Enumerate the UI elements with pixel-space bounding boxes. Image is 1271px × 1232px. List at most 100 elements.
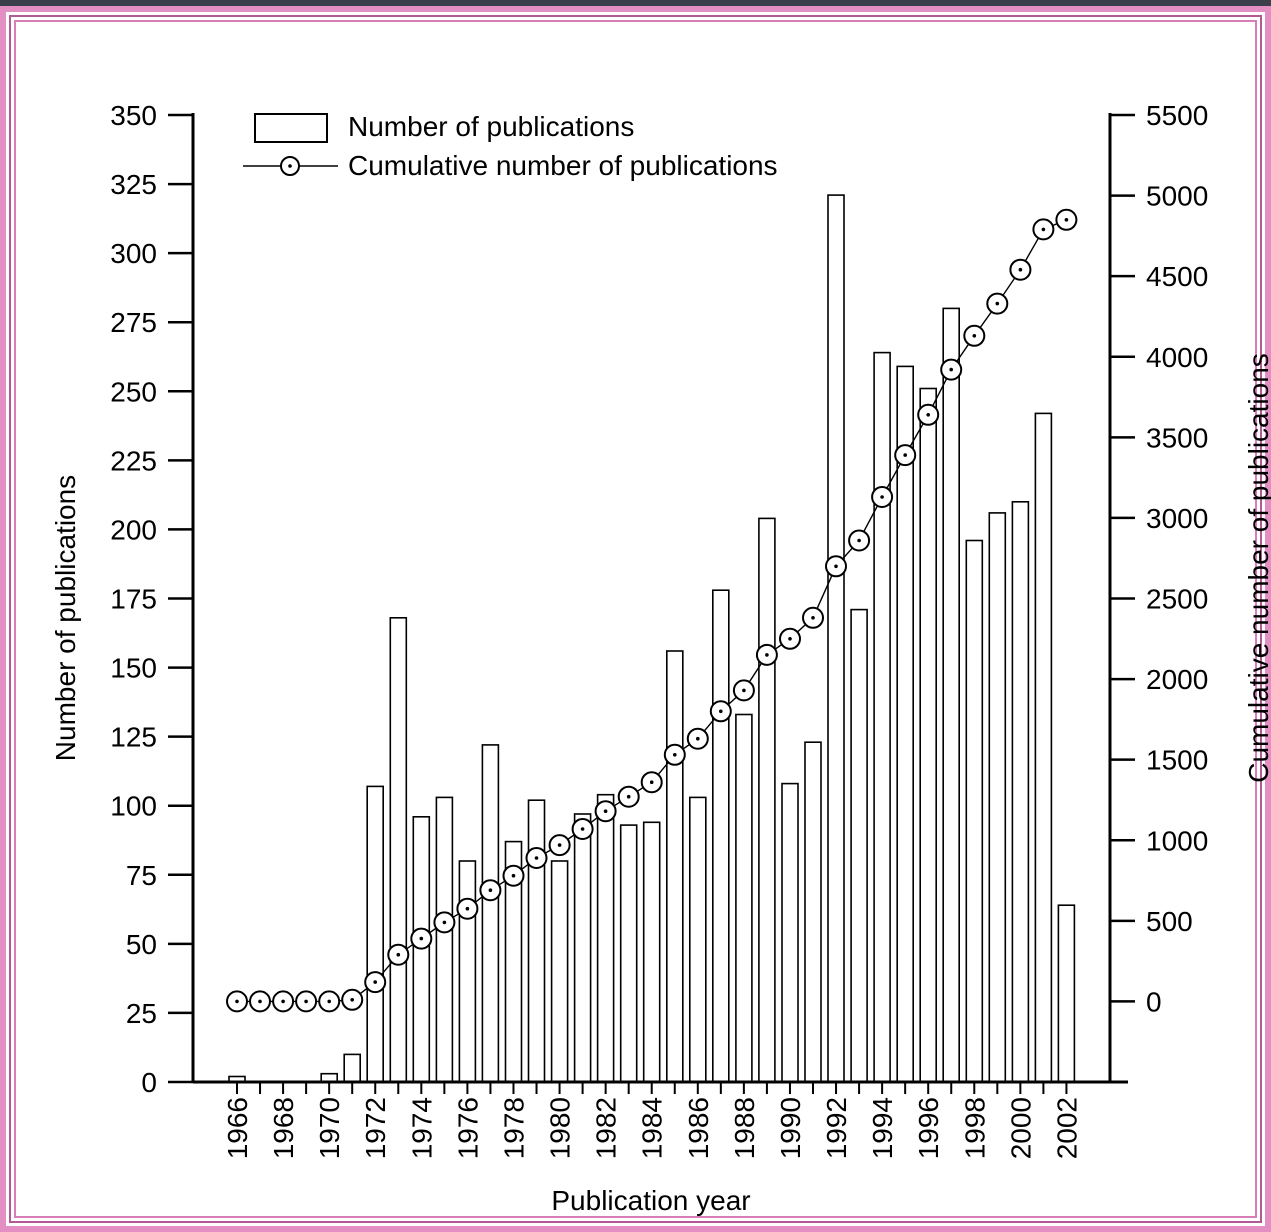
y2-tick-label: 500 [1146,906,1193,937]
y-tick-label: 200 [110,514,157,545]
bar-1977 [481,744,500,1083]
cumulative-point-2000 [1009,258,1032,281]
y-tick-label: 250 [110,376,157,407]
bar-1987 [711,589,730,1083]
bar-1973 [389,616,408,1083]
x-tick-label: 1980 [545,1097,576,1159]
y-tick-label: 175 [110,584,157,615]
x-tick-label: 1972 [360,1097,391,1159]
y2-tick-label: 4000 [1146,342,1208,373]
y-tick-label: 300 [110,238,157,269]
bar-1981 [573,813,592,1083]
bar-1991 [804,741,822,1083]
y2-tick-label: 3000 [1146,503,1208,534]
x-tick-label: 1996 [913,1097,944,1159]
legend-label-bars: Number of publications [348,111,634,142]
cumulative-point-1967 [249,990,271,1013]
bar-2002 [1057,904,1076,1083]
bar-1982 [596,793,615,1083]
y-tick-label: 100 [110,791,157,822]
y2-tick-label: 5000 [1146,181,1208,212]
cumulative-point-1992 [825,555,847,578]
x-tick-label: 1986 [683,1097,714,1159]
y-tick-label: 25 [126,998,157,1029]
cumulative-point-1999 [986,292,1009,315]
cumulative-point-1976 [456,897,479,920]
x-tick-label: 1974 [406,1097,437,1159]
bar-1989 [758,517,776,1083]
x-axis-label: Publication year [551,1185,750,1216]
y-tick-label: 50 [126,929,157,960]
cumulative-point-1980 [548,834,571,857]
y2-tick-label: 1000 [1146,825,1208,856]
cumulative-point-1970 [318,990,341,1013]
x-tick-label: 1978 [499,1097,530,1159]
bar-1994 [873,351,891,1083]
bar-1986 [688,796,707,1083]
bars-layer [228,194,1076,1083]
legend-marker-dot [288,164,292,168]
cumulative-point-1987 [709,700,732,723]
x-tick-label: 2002 [1051,1097,1082,1159]
y-tick-label: 225 [110,445,157,476]
bar-1984 [642,821,661,1083]
cumulative-point-1986 [686,727,709,750]
x-tick-label: 1992 [821,1097,852,1159]
y-tick-label: 275 [110,307,157,338]
bar-1979 [527,799,546,1083]
y-tick-label: 350 [110,100,157,131]
cumulative-point-1977 [479,879,502,902]
cumulative-point-1993 [848,529,871,552]
y2-tick-label: 2500 [1146,584,1208,615]
bar-1999 [988,512,1007,1083]
x-tick-label: 1966 [222,1097,253,1159]
cumulative-point-1985 [663,743,686,766]
axes-layer: 0 25 50 75 100 125 150 175 200 225 250 275 300 325 350… [110,100,1208,1159]
x-tick-label: 1968 [268,1097,299,1159]
y-tick-label: 150 [110,653,157,684]
cumulative-point-1969 [295,990,318,1013]
cumulative-point-1998 [963,324,986,347]
cumulative-point-1994 [871,486,894,508]
bar-1996 [919,387,938,1083]
y-tick-label: 125 [110,722,157,753]
cumulative-point-1991 [802,606,824,629]
y-tick-label: 0 [141,1067,157,1098]
bar-1988 [735,713,753,1083]
y2-tick-label: 5500 [1146,100,1208,131]
cumulative-point-1975 [433,911,456,934]
legend: Number of publications Cumulative number… [243,111,778,181]
x-tick-label: 2000 [1005,1097,1036,1159]
x-tick-label: 1984 [637,1097,668,1159]
y2-tick-label: 2000 [1146,664,1208,695]
cumulative-point-1972 [364,971,387,994]
x-tick-label: 1994 [867,1097,898,1159]
bar-1975 [435,796,454,1083]
bar-2001 [1034,412,1053,1083]
bar-1972 [366,785,385,1083]
cumulative-point-1968 [272,990,295,1013]
bar-1976 [458,860,477,1083]
bar-1990 [781,782,799,1083]
cumulative-point-1979 [525,847,548,869]
cumulative-point-1966 [226,990,248,1013]
cumulative-point-1997 [940,358,963,381]
bar-1997 [942,307,961,1083]
cumulative-point-1995 [894,444,917,467]
y2-tick-label: 0 [1146,986,1162,1017]
cumulative-point-2001 [1032,218,1055,241]
y2-tick-label: 1500 [1146,745,1208,776]
legend-label-line: Cumulative number of publications [348,150,778,181]
x-tick-label: 1982 [591,1097,622,1159]
cumulative-point-1996 [917,403,940,426]
x-tick-label: 1976 [452,1097,483,1159]
cumulative-point-1983 [617,785,640,808]
cumulative-point-1988 [732,679,755,702]
bar-1980 [550,860,569,1083]
bar-1998 [965,539,984,1083]
bar-1992 [827,194,845,1083]
bar-1993 [850,608,868,1083]
bar-1983 [619,824,638,1083]
cumulative-point-1982 [594,800,617,823]
